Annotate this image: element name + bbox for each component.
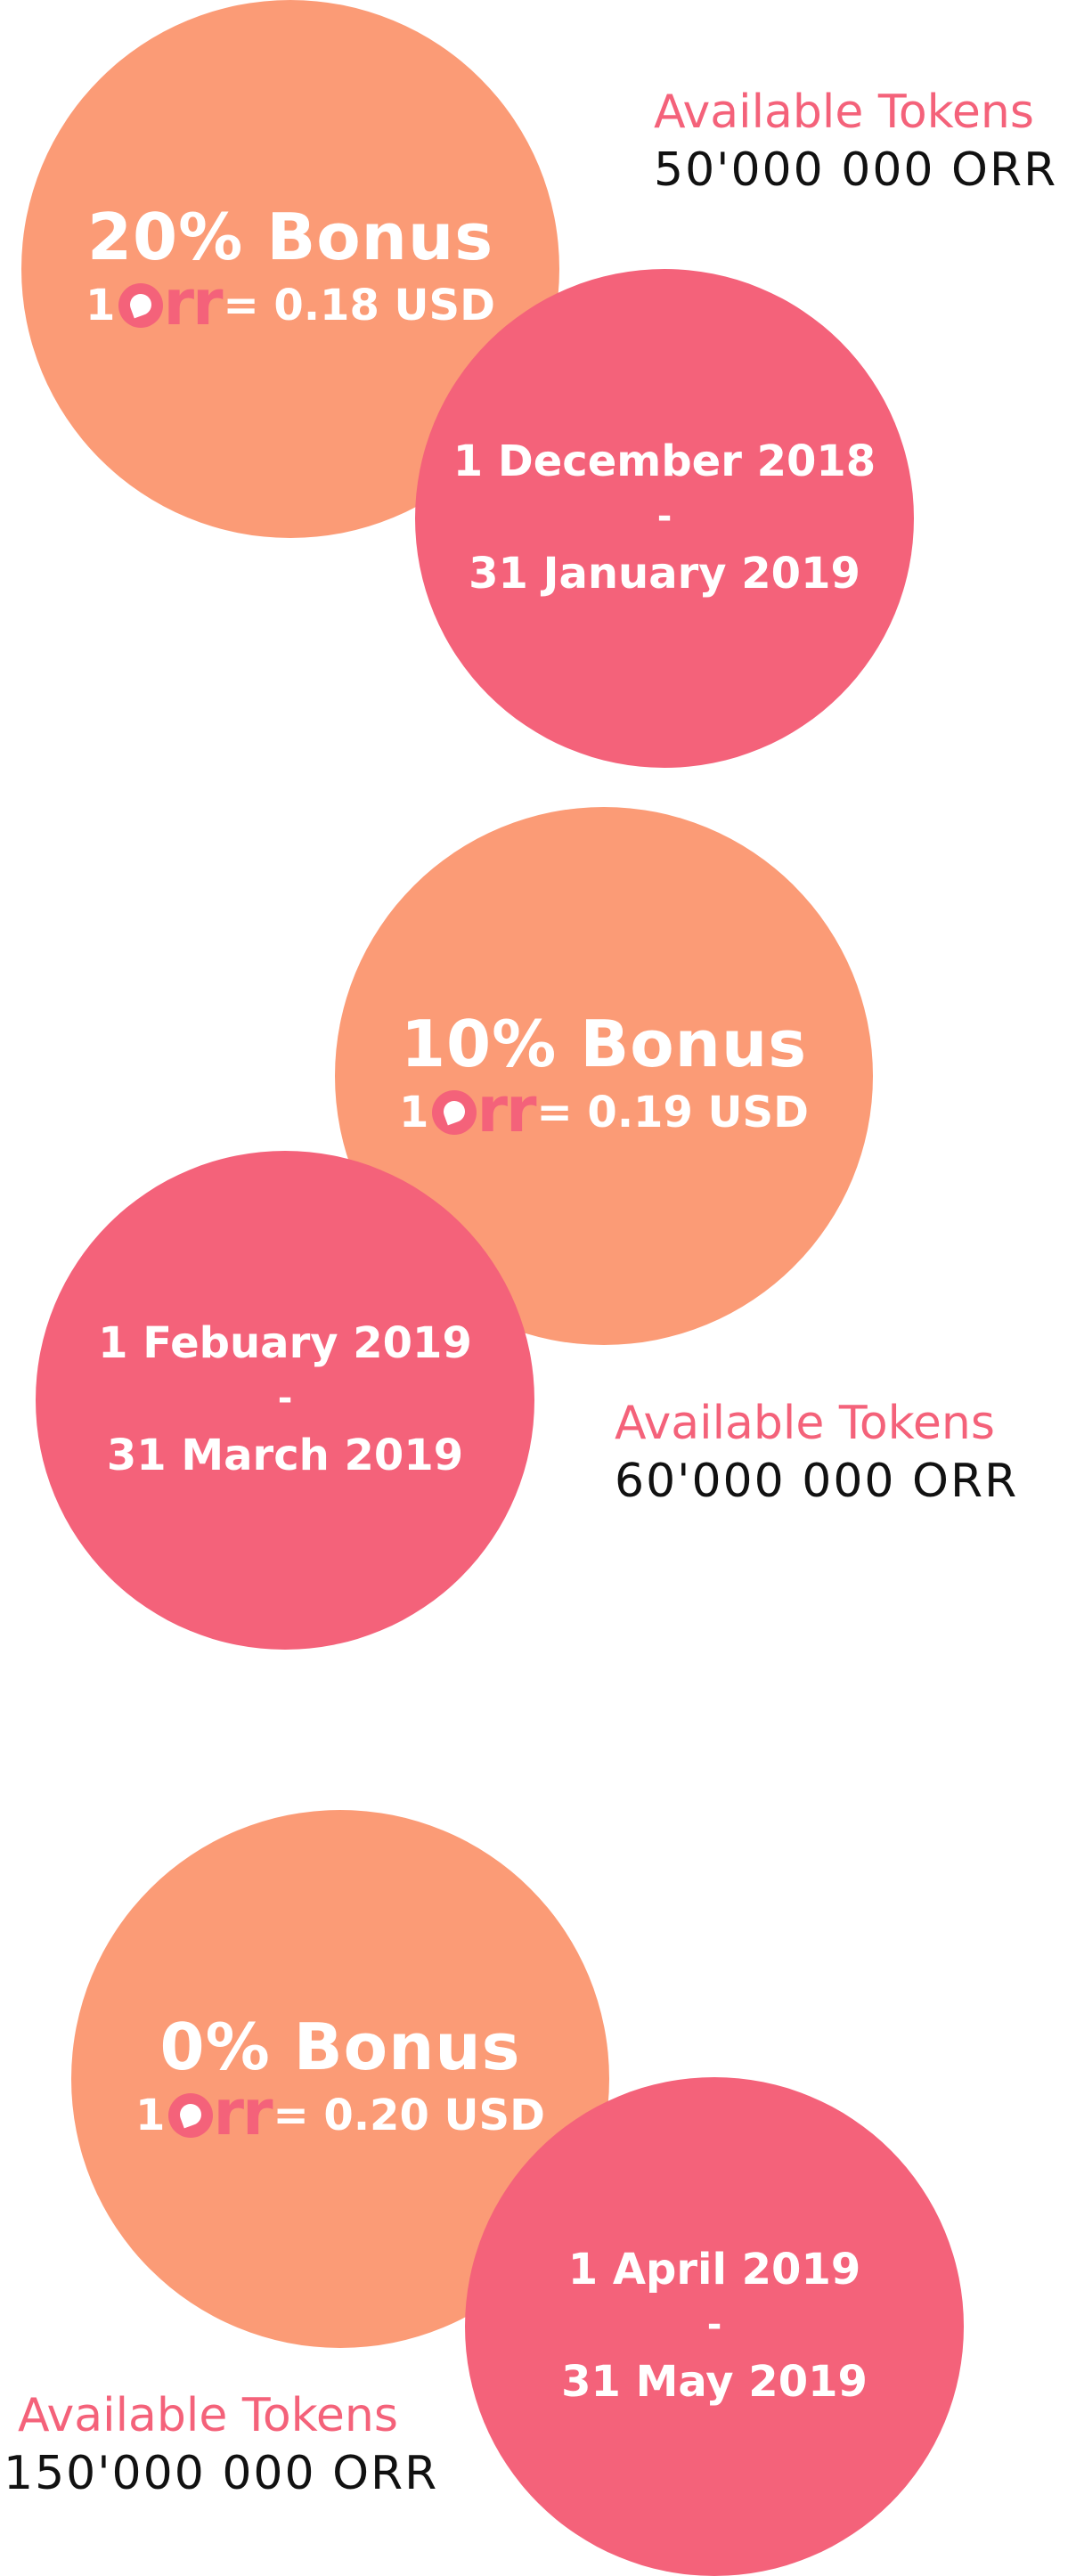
price-value: = 0.20 USD [273,2090,545,2140]
available-tokens-tier-1: Available Tokens 50'000 000 ORR [654,84,1057,200]
orr-logo-icon: rr [118,272,223,334]
available-tokens-amount: 150'000 000 ORR [4,2447,439,2500]
available-tokens-label: Available Tokens [615,1397,995,1450]
start-date: 1 December 2018 [452,436,876,487]
bonus-percent: 0% Bonus [159,2009,521,2085]
end-date: 31 March 2019 [106,1431,464,1480]
date-circle-tier-1: 1 December 2018 - 31 January 2019 [415,269,914,768]
price-prefix: 1 [86,280,116,330]
available-tokens-label: Available Tokens [18,2389,398,2442]
start-date: 1 Febuary 2019 [98,1318,472,1369]
date-separator: - [706,2304,722,2345]
end-date: 31 May 2019 [561,2357,868,2407]
available-tokens-amount: 50'000 000 ORR [654,143,1058,197]
orr-logo-icon: rr [432,1079,536,1141]
price-value: = 0.19 USD [536,1087,809,1137]
available-tokens-amount: 60'000 000 ORR [615,1455,1019,1508]
token-price: 1 rr = 0.20 USD [135,2082,545,2144]
end-date: 31 January 2019 [469,549,860,599]
bonus-percent: 10% Bonus [400,1007,808,1082]
date-separator: - [277,1378,293,1419]
date-separator: - [656,496,672,537]
price-value: = 0.18 USD [223,280,495,330]
token-price: 1 rr = 0.18 USD [86,272,495,334]
start-date: 1 April 2019 [567,2245,861,2295]
date-circle-tier-2: 1 Febuary 2019 - 31 March 2019 [36,1151,534,1650]
available-tokens-tier-3: Available Tokens 150'000 000 ORR [4,2387,438,2503]
bonus-percent: 20% Bonus [86,200,494,275]
price-prefix: 1 [399,1087,429,1137]
date-circle-tier-3: 1 April 2019 - 31 May 2019 [465,2077,964,2576]
available-tokens-label: Available Tokens [654,86,1034,139]
orr-logo-icon: rr [168,2082,273,2144]
bonus-circle-tier-1: 20% Bonus 1 rr = 0.18 USD [21,0,559,538]
price-prefix: 1 [135,2090,166,2140]
token-price: 1 rr = 0.19 USD [399,1079,809,1141]
available-tokens-tier-2: Available Tokens 60'000 000 ORR [615,1395,1018,1511]
